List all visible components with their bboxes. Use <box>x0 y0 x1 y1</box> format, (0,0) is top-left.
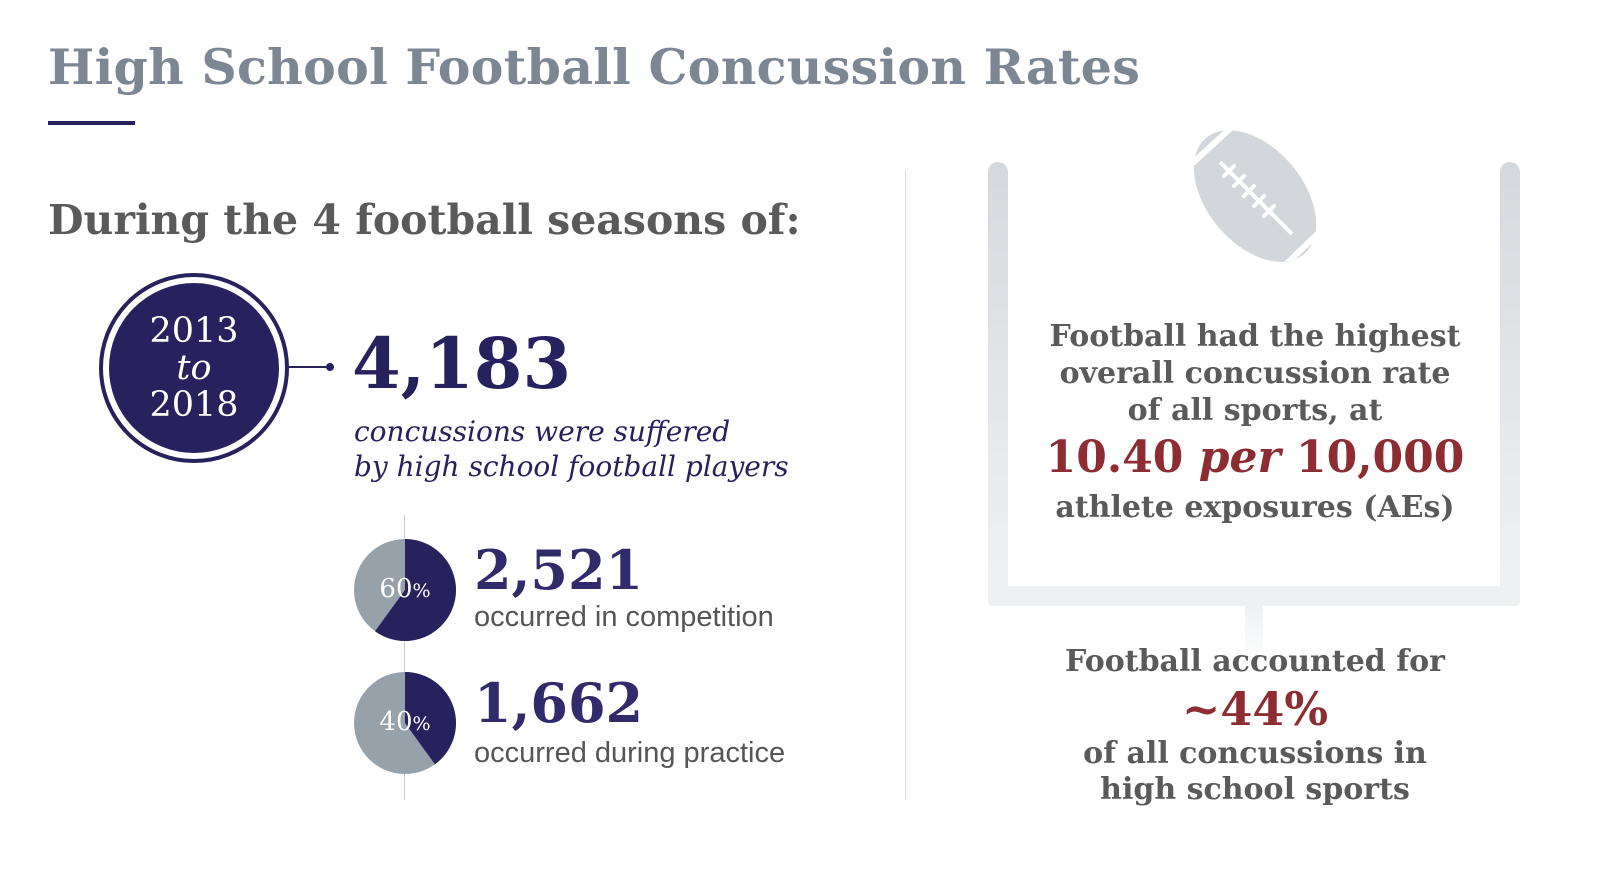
rate-line3: of all sports, at <box>1127 393 1383 428</box>
pct-competition: 60% <box>353 574 457 604</box>
competition-label: occurred in competition <box>474 601 774 633</box>
subtitle: During the 4 football seasons of: <box>48 196 801 244</box>
period-end: 2018 <box>149 384 239 425</box>
rate-value: 10.40 per 10,000 <box>1000 432 1510 483</box>
period-badge: 2013 to 2018 <box>109 283 279 453</box>
goalpost-right <box>1500 162 1520 606</box>
pie-slice-competition <box>375 539 456 641</box>
goalpost-left <box>988 162 1008 606</box>
pct-practice: 40% <box>353 707 457 737</box>
share-line2: of all concussions in <box>1083 736 1427 771</box>
period-sep: to <box>176 347 212 388</box>
practice-count: 1,662 <box>474 671 644 735</box>
share-description: of all concussions in high school sports <box>1000 736 1510 808</box>
connector-line <box>285 366 330 368</box>
share-line3: high school sports <box>1100 772 1410 807</box>
rate-denominator: 10,000 <box>1295 432 1465 483</box>
goalpost-crossbar <box>988 586 1520 606</box>
football-icon <box>1180 122 1330 270</box>
connector-dot <box>326 363 334 371</box>
pie-slice-practice <box>405 672 456 765</box>
pct-sign: % <box>412 580 431 602</box>
page-title: High School Football Concussion Rates <box>48 38 1141 96</box>
pie-practice <box>354 672 456 774</box>
rate-per: per <box>1198 432 1281 483</box>
share-value: ~44% <box>1181 682 1329 736</box>
pct-value: 60 <box>379 574 413 604</box>
rate-line2: overall concussion rate <box>1059 356 1451 391</box>
practice-label: occurred during practice <box>474 737 786 769</box>
period-ring <box>99 273 289 463</box>
rate-unit: athlete exposures (AEs) <box>1055 490 1455 525</box>
pct-value: 40 <box>379 707 413 737</box>
total-line1: concussions were suffered <box>354 415 731 448</box>
total-concussions: 4,183 <box>352 322 572 405</box>
column-divider <box>905 170 906 800</box>
rate-statement: Football had the highest overall concuss… <box>1000 318 1510 429</box>
title-underline <box>48 121 135 125</box>
goalpost-stem <box>1245 605 1263 665</box>
breakdown-axis <box>404 515 405 800</box>
competition-count: 2,521 <box>474 538 644 602</box>
total-line2: by high school football players <box>354 450 789 483</box>
pie-competition <box>354 539 456 641</box>
rate-number: 10.40 <box>1045 432 1184 483</box>
share-line1: Football accounted for <box>1065 644 1445 679</box>
total-description: concussions were suffered by high school… <box>354 414 789 484</box>
period-start: 2013 <box>149 310 239 351</box>
pct-sign: % <box>412 713 431 735</box>
rate-line1: Football had the highest <box>1049 319 1461 354</box>
